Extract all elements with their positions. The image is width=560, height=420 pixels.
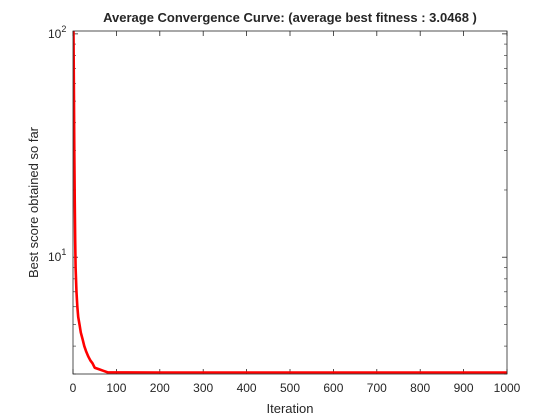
plot-box: [72, 30, 508, 375]
x-tick-label: 700: [367, 381, 387, 395]
x-tick-label: 200: [150, 381, 170, 395]
convergence-line: [73, 31, 507, 374]
x-tick-label: 900: [454, 381, 474, 395]
y-tick-label: 101: [48, 247, 66, 264]
x-tick-label: 600: [323, 381, 343, 395]
x-tick-label: 500: [280, 381, 300, 395]
x-tick-label: 1000: [494, 381, 521, 395]
x-tick-label: 400: [237, 381, 257, 395]
x-axis-label: Iteration: [267, 401, 314, 416]
y-axis-ticks: 101 102: [48, 24, 507, 264]
x-tick-label: 800: [410, 381, 430, 395]
x-axis-ticks: 0 100 200 300 400 500 600 700 800 900 1000: [70, 31, 521, 395]
x-tick-label: 100: [106, 381, 126, 395]
series-group: [73, 31, 507, 374]
y-tick-label: 102: [48, 24, 66, 41]
plot-area: [73, 31, 507, 374]
y-axis-label: Best score obtained so far: [26, 126, 41, 278]
x-tick-label: 0: [70, 381, 77, 395]
chart-title: Average Convergence Curve: (average best…: [103, 10, 477, 25]
x-tick-label: 300: [193, 381, 213, 395]
